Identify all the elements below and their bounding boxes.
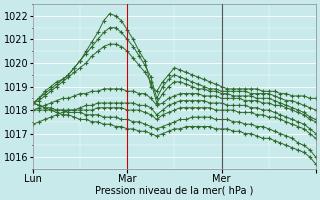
X-axis label: Pression niveau de la mer( hPa ): Pression niveau de la mer( hPa ) (95, 186, 254, 196)
